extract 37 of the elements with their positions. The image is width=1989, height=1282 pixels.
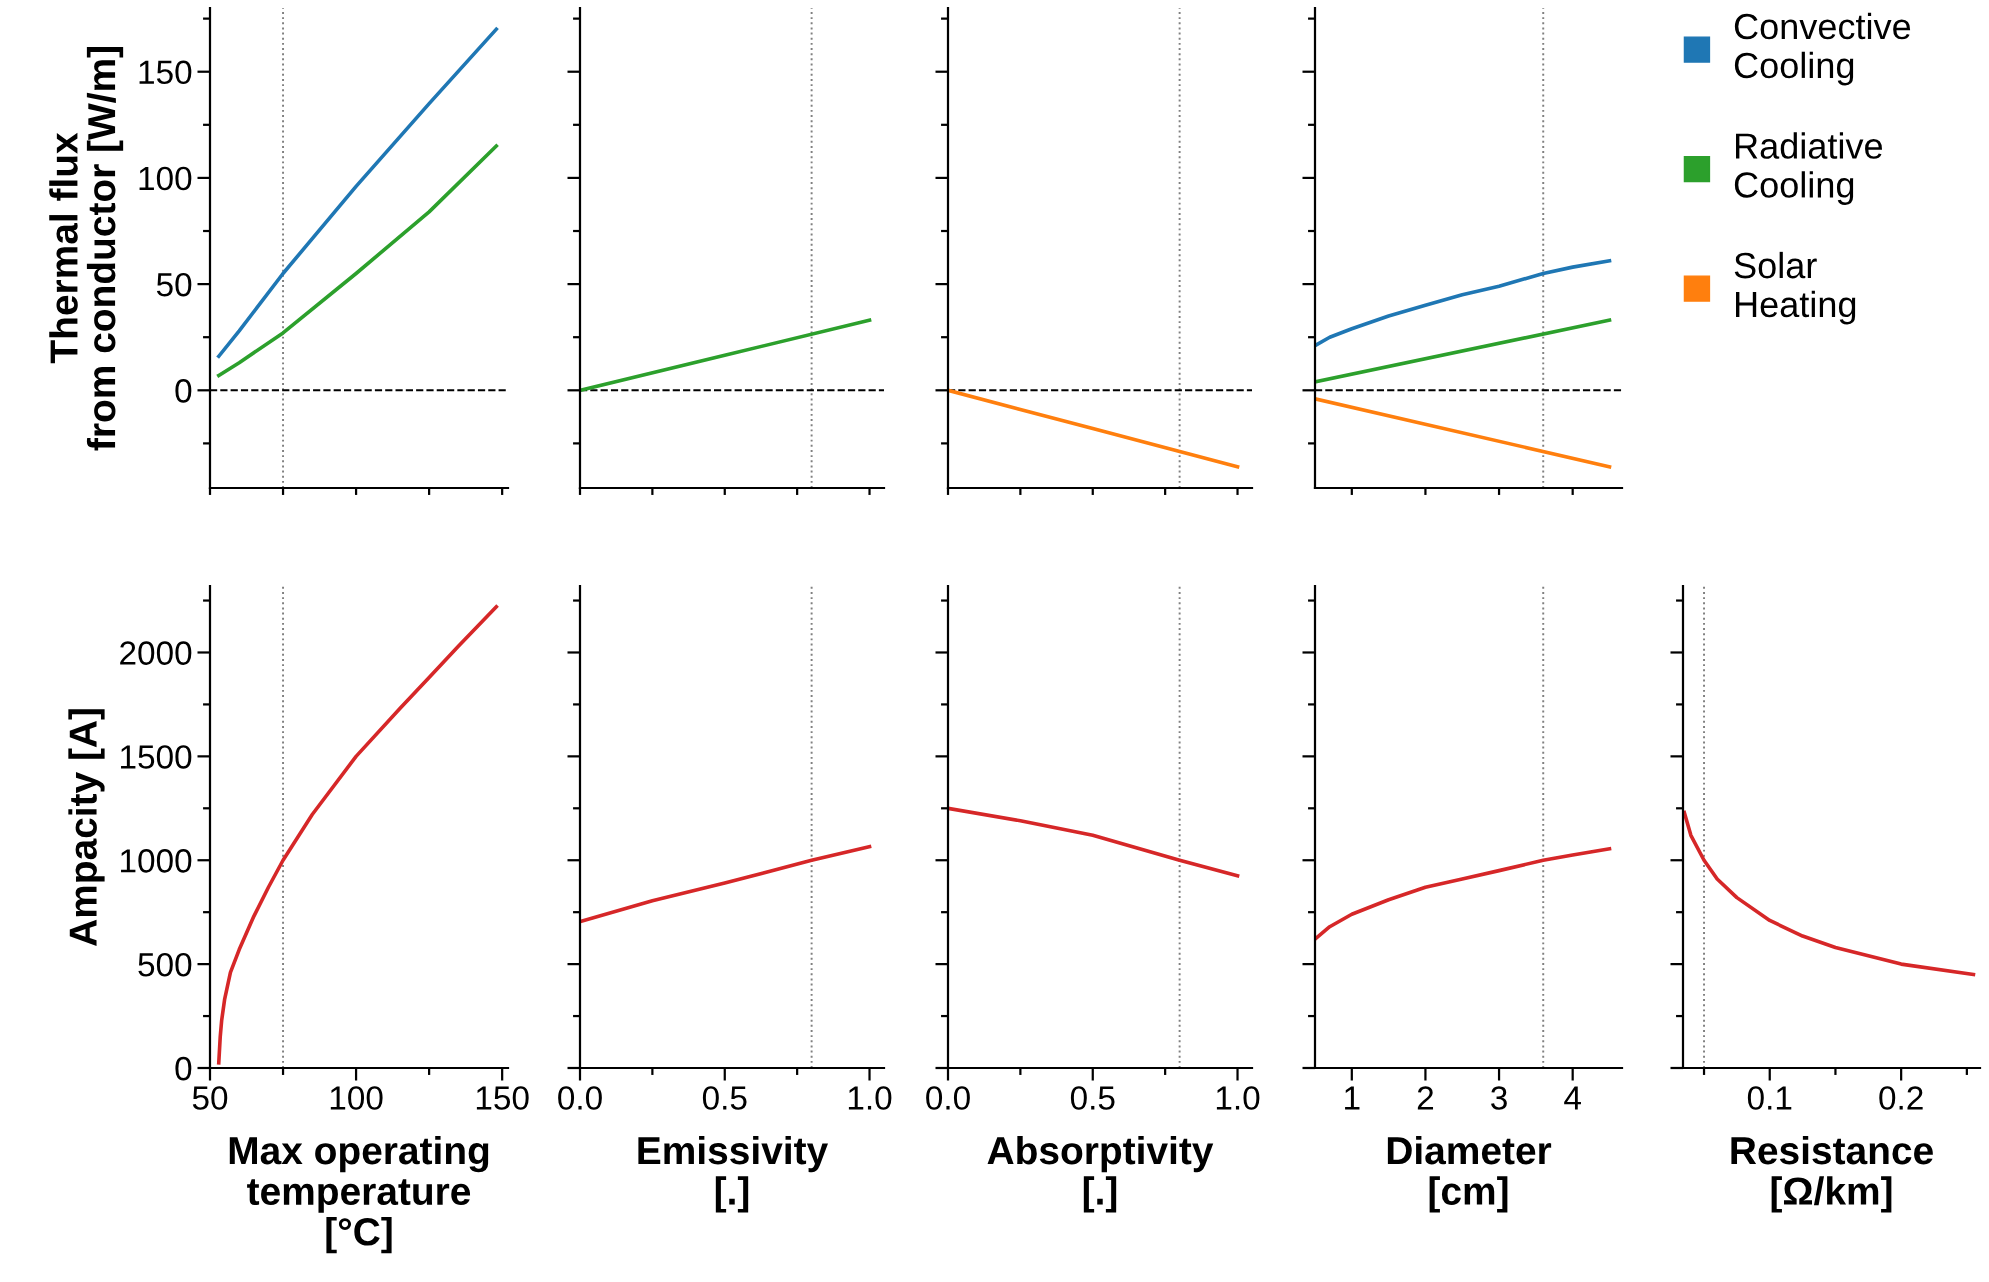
x-tick-label: 1.0 xyxy=(1216,1086,1260,1110)
x-tick-label: 50 xyxy=(192,1086,228,1110)
x-tick-label: 0.1 xyxy=(1747,1086,1792,1110)
legend-label: Convective Cooling xyxy=(1734,12,1911,86)
y-tick-label: 50 xyxy=(156,272,192,297)
x-tick-label: 0.5 xyxy=(1070,1086,1115,1110)
x-tick-label: 4 xyxy=(1564,1086,1581,1110)
y-axis-title: Ampacity [A] xyxy=(68,709,105,946)
y-tick-label: 1500 xyxy=(121,745,192,769)
x-axis-title: Resistance [Ω/km] xyxy=(1731,1135,1933,1213)
y-tick-label: 1000 xyxy=(121,849,192,873)
y-tick-label: 150 xyxy=(139,60,192,85)
x-axis-title: Diameter [cm] xyxy=(1387,1135,1552,1213)
x-tick-label: 150 xyxy=(476,1086,529,1110)
line-series xyxy=(216,27,499,359)
x-tick-label: 1 xyxy=(1345,1086,1360,1110)
y-tick-label: 500 xyxy=(138,952,192,977)
x-tick-label: 1.0 xyxy=(848,1086,892,1110)
x-tick-label: 2 xyxy=(1417,1086,1434,1110)
y-tick-label: 0 xyxy=(175,379,192,403)
x-tick-label: 100 xyxy=(330,1086,383,1110)
legend-label: Solar Heating xyxy=(1734,251,1856,325)
x-tick-label: 0.0 xyxy=(926,1086,970,1110)
y-tick-label: 0 xyxy=(175,1056,192,1081)
y-tick-label: 100 xyxy=(139,166,192,191)
x-axis-title: Max operating temperature [°C] xyxy=(229,1135,489,1254)
x-tick-label: 0.2 xyxy=(1879,1086,1923,1110)
x-tick-label: 3 xyxy=(1491,1086,1507,1110)
line-series xyxy=(216,144,499,378)
x-axis-title: Emissivity [.] xyxy=(638,1135,828,1213)
y-axis-title: Thermal flux from conductor [W/m] xyxy=(49,47,124,451)
y-tick-label: 2000 xyxy=(120,641,192,665)
x-tick-label: 0.0 xyxy=(558,1086,602,1110)
x-axis-title: Absorptivity [.] xyxy=(987,1135,1214,1213)
line-series xyxy=(216,604,499,1065)
legend-label: Radiative Cooling xyxy=(1734,132,1882,205)
x-tick-label: 0.5 xyxy=(702,1086,747,1110)
